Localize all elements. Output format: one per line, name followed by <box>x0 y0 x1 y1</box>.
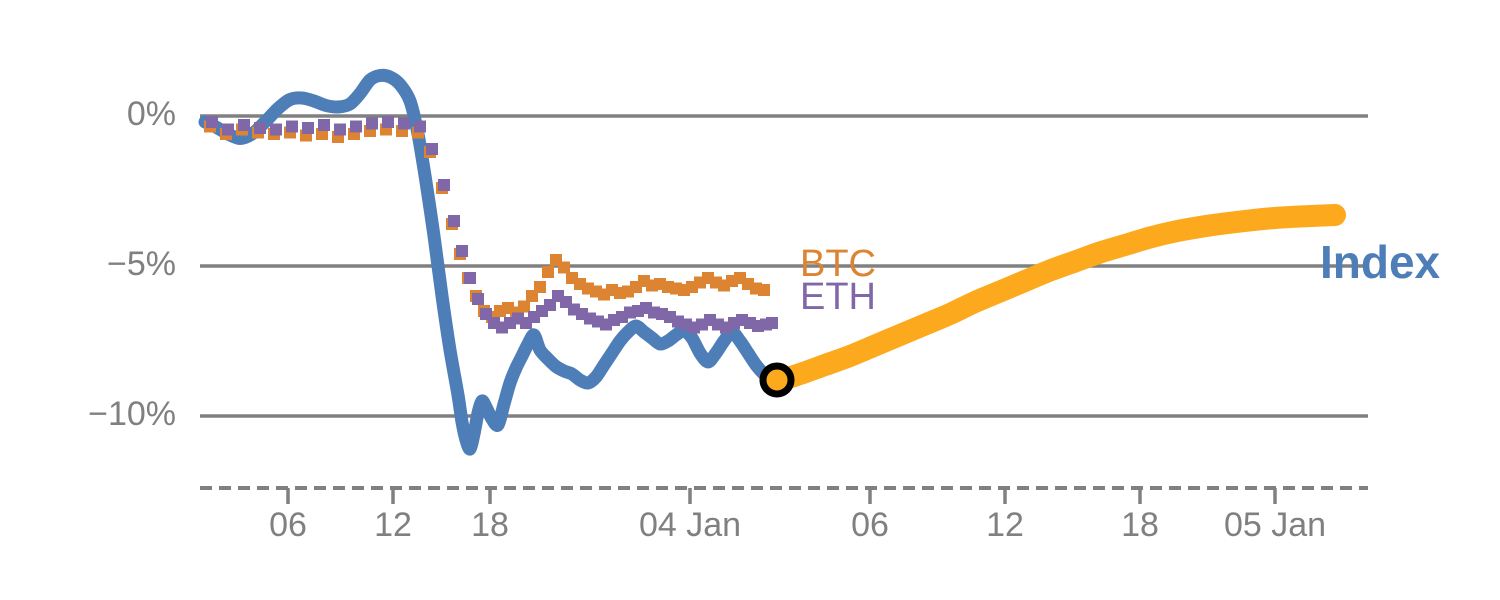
series-eth-dot <box>318 119 330 131</box>
series-eth-dot <box>382 116 394 128</box>
series-eth-dot <box>238 119 250 131</box>
series-eth-dot <box>472 293 484 305</box>
series-eth-dot <box>222 123 234 136</box>
series-eth-dot <box>302 122 314 134</box>
y-tick-label-1: −5% <box>107 245 176 283</box>
series-eth-dot <box>366 117 378 130</box>
series-btc-dot <box>542 266 554 278</box>
series-forecast-line <box>766 204 1346 393</box>
series-eth-dot <box>456 245 468 257</box>
x-tick-label-2: 18 <box>471 506 509 544</box>
series-eth-dot <box>254 122 266 134</box>
series-eth-dot <box>426 143 438 155</box>
series-eth-dot <box>438 179 450 191</box>
series-btc-dot <box>758 284 770 296</box>
series-eth-dot <box>334 123 346 136</box>
series-index-line <box>198 68 784 456</box>
annotations-group <box>759 362 795 398</box>
series-label-eth: ETH <box>800 276 876 318</box>
y-tick-label-2: −10% <box>88 395 176 433</box>
y-tick-label-0: 0% <box>127 95 176 133</box>
x-tick-label-5: 12 <box>986 506 1024 544</box>
series-eth-dot <box>350 120 362 133</box>
x-tick-label-4: 06 <box>851 506 889 544</box>
series-eth-dot <box>448 215 460 227</box>
series-label-index: Index <box>1320 236 1441 288</box>
x-tick-label-3: 04 Jan <box>639 506 741 544</box>
series-btc-dot <box>558 261 570 274</box>
series-eth-dot <box>766 317 778 329</box>
x-tick-label-6: 18 <box>1121 506 1159 544</box>
series-eth-dot <box>414 120 426 133</box>
series-eth-dot <box>464 272 476 284</box>
x-tick-label-0: 06 <box>269 506 307 544</box>
gridlines-group <box>200 114 1368 418</box>
x-tick-label-1: 12 <box>374 506 412 544</box>
data-series-group <box>198 68 1346 456</box>
forecast-start-marker[interactable] <box>759 362 795 398</box>
series-eth-dot <box>286 120 298 133</box>
series-eth-dot <box>270 123 282 136</box>
x-axis-tick-labels: 06 12 18 04 Jan 06 12 18 05 Jan <box>269 506 1326 544</box>
series-label-btc: BTC <box>800 243 876 285</box>
x-axis-ticks-group <box>286 488 1277 504</box>
series-eth-dot <box>398 117 410 130</box>
series-btc-dot <box>534 281 546 293</box>
y-axis-tick-labels: 0% −5% −10% <box>88 95 176 433</box>
x-tick-label-7: 05 Jan <box>1224 506 1326 544</box>
series-eth-dot <box>206 116 218 128</box>
series-btc-dot <box>518 300 530 313</box>
